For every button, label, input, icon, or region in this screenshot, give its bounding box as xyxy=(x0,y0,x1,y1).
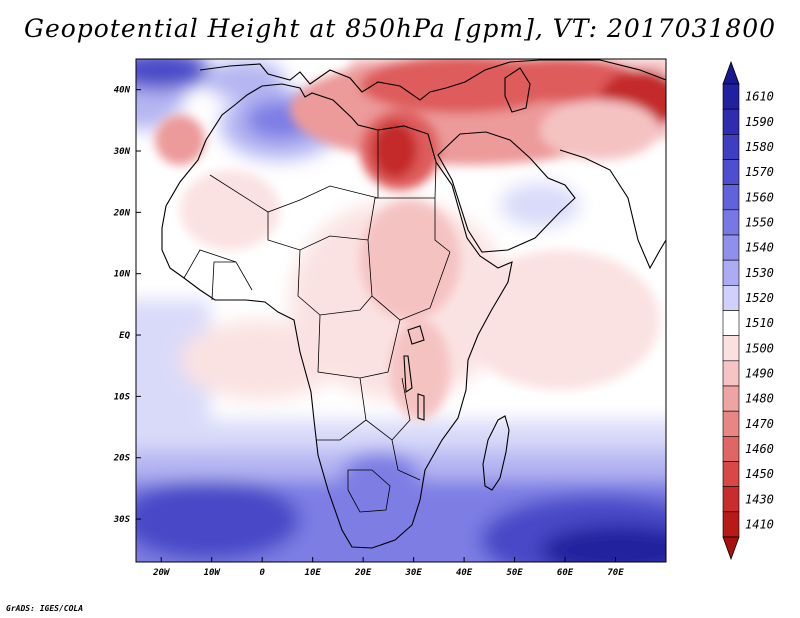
lake-victoria xyxy=(407,325,425,345)
colorbar-label: 1530 xyxy=(745,266,774,280)
colorbar-swatch xyxy=(722,511,740,538)
lat-tick-label: 20S xyxy=(113,454,131,464)
colorbar-label: 1500 xyxy=(745,341,774,355)
lon-tick-label: 0 xyxy=(259,568,265,578)
plot-frame xyxy=(135,58,667,563)
colorbar-label: 1470 xyxy=(745,417,774,431)
colorbar-swatch xyxy=(722,335,740,362)
colorbar-label: 1590 xyxy=(745,115,774,129)
colorbar-swatch xyxy=(722,410,740,437)
field-region xyxy=(205,60,285,100)
lon-tick-label: 10E xyxy=(305,568,322,578)
lon-tick-label: 10W xyxy=(204,568,222,578)
colorbar-label: 1610 xyxy=(745,90,774,104)
colorbar-swatch xyxy=(722,209,740,236)
field-region xyxy=(136,480,300,560)
lat-tick-label: 20N xyxy=(113,208,131,218)
colorbar-swatch xyxy=(722,461,740,487)
lake-tanganyika xyxy=(403,355,413,393)
field-region xyxy=(180,170,280,250)
africa-coastline xyxy=(161,83,513,549)
colorbar-label: 1510 xyxy=(745,316,774,330)
lon-tick-label: 30E xyxy=(404,568,422,578)
india-coastline xyxy=(559,149,666,270)
europe-coastline xyxy=(199,59,666,101)
colorbar-swatch xyxy=(722,259,740,286)
lon-tick-label: 70E xyxy=(607,568,624,578)
grads-credit: GrADS: IGES/COLA xyxy=(6,604,84,613)
lon-tick-label: 50E xyxy=(506,568,523,578)
country-borders xyxy=(183,130,451,513)
colorbar-label: 1480 xyxy=(745,392,774,406)
colorbar-label: 1570 xyxy=(745,165,774,179)
field-region xyxy=(180,320,340,400)
colorbar-swatch xyxy=(722,134,740,160)
colorbar-label: 1430 xyxy=(745,492,774,506)
field-shading xyxy=(136,59,666,562)
lon-tick-label: 20E xyxy=(354,568,372,578)
colorbar-label: 1560 xyxy=(745,190,774,204)
field-region xyxy=(340,450,420,510)
field-region xyxy=(460,250,660,390)
field-detail xyxy=(155,59,666,420)
field-region xyxy=(390,320,450,420)
colorbar-top-arrow xyxy=(722,60,740,85)
lon-tick-label: 60E xyxy=(557,568,574,578)
colorbar-bottom-arrow xyxy=(722,536,740,561)
caspian-coastline xyxy=(504,67,531,113)
arabia-coastline xyxy=(437,131,576,253)
colorbar-swatch xyxy=(722,159,740,185)
lon-tick-label: 20W xyxy=(152,568,171,578)
colorbar-label: 1450 xyxy=(745,467,774,481)
lat-tick-label: EQ xyxy=(119,331,130,341)
lat-tick-label: 30N xyxy=(113,147,131,157)
colorbar-swatch xyxy=(722,83,740,110)
colorbar-swatch xyxy=(722,385,740,412)
field-region xyxy=(155,115,205,165)
colorbar-label: 1580 xyxy=(745,140,774,154)
field-region xyxy=(540,525,666,562)
lon-tick-label: 40E xyxy=(456,568,473,578)
colorbar-swatch xyxy=(722,184,740,211)
field-region xyxy=(540,100,660,160)
colorbar-swatch xyxy=(722,360,740,387)
lake-malawi xyxy=(417,393,425,421)
colorbar: 1610 1590 1580 1570 1560 1550 1540 1530 1520 1510… xyxy=(722,60,774,561)
lat-tick-label: 10N xyxy=(114,270,131,280)
field-region xyxy=(480,59,640,102)
colorbar-label: 1490 xyxy=(745,366,774,380)
field-region xyxy=(373,122,417,178)
colorbar-swatch xyxy=(722,486,740,513)
coastlines-borders xyxy=(161,59,666,549)
colorbar-swatch xyxy=(722,285,740,311)
colorbar-label: 1410 xyxy=(745,517,774,531)
colorbar-swatch xyxy=(722,436,740,462)
colorbar-swatch xyxy=(722,234,740,261)
colorbar-swatch xyxy=(722,310,740,336)
madagascar-coastline xyxy=(482,415,510,491)
field-region xyxy=(136,59,210,90)
field-region xyxy=(500,183,580,227)
colorbar-label: 1520 xyxy=(745,291,774,305)
lat-tick-label: 10S xyxy=(114,392,131,402)
height-field xyxy=(136,59,666,562)
colorbar-label: 1460 xyxy=(745,442,774,456)
colorbar-label: 1540 xyxy=(745,241,774,255)
lat-tick-label: 40N xyxy=(114,86,131,96)
lat-tick-label: 30S xyxy=(113,515,131,525)
chart-title: Geopotential Height at 850hPa [gpm], VT:… xyxy=(23,14,777,43)
colorbar-label: 1550 xyxy=(745,215,774,229)
colorbar-swatch xyxy=(722,108,740,135)
axis-ticks: 20W 10W 0 10E 20E 30E 40E 50E 60E 70E 40N 30N 20N 10N… xyxy=(113,86,624,578)
field-region xyxy=(360,200,460,320)
